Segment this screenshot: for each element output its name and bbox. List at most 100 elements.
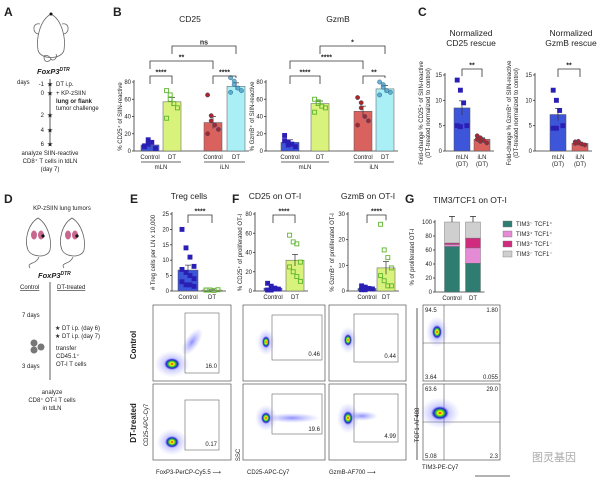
timeline-day: 4 [41, 128, 45, 134]
data-point [287, 232, 293, 238]
chart-g: TIM3/TCF1 on OT-I % of proliferated OT-I 0… [410, 195, 507, 302]
bar [310, 103, 330, 152]
data-point [187, 273, 193, 279]
x-tick-label: (DT) [574, 162, 586, 168]
data-point [167, 96, 173, 102]
x-tick-label: Control [178, 295, 197, 301]
significance-bracket [557, 68, 581, 77]
data-point [461, 100, 467, 106]
mouse-pair-illustration [26, 217, 85, 269]
data-point [179, 279, 185, 285]
significance-label: **** [195, 209, 206, 216]
gate [271, 393, 323, 435]
group-label: iLN [220, 165, 229, 171]
y-tick-label: 20 [425, 276, 432, 282]
legend-label: TIM3⁺ TCF1⁺ [516, 231, 553, 238]
row-label-dt-treated: DT-treated [129, 403, 138, 443]
analyze-d-2: CD8⁺ OT-I T cells [28, 397, 75, 404]
legend-label: TIM3⁻ TCF1⁺ [516, 221, 553, 228]
legend-swatch [502, 230, 513, 238]
chart-title: GzmB on OT-I [341, 191, 395, 201]
significance-label: **** [371, 209, 382, 216]
data-point [228, 75, 234, 81]
data-point [183, 270, 189, 275]
y-tick-label: 40 [256, 115, 263, 121]
y-tick-label: 80 [245, 212, 252, 218]
genotype-name: FoxP3 [38, 271, 61, 280]
significance-bracket [171, 45, 237, 54]
group-label: mLN [155, 165, 168, 171]
panel-label-a: A [4, 5, 13, 19]
plot-frame [328, 304, 407, 382]
data-point [553, 97, 559, 103]
data-point [238, 88, 244, 94]
x-tick-label: DT [316, 155, 324, 161]
data-point [179, 226, 185, 232]
y-tick-label: 0 [249, 289, 253, 295]
y-tick-label: 0 [439, 149, 443, 155]
y-tick-label: 40 [245, 251, 252, 257]
data-point [582, 142, 588, 148]
transfer-text-2: CD45.1⁺ [56, 353, 80, 360]
data-point [454, 77, 460, 83]
dt-day6: ★ DT i.p. (day 6) [55, 325, 100, 332]
analyze-text-3: (day 7) [41, 167, 60, 173]
quadrant-value: 29.0 [486, 387, 498, 393]
significance-bracket [366, 214, 387, 223]
x-tick-label: Control [263, 295, 282, 301]
legend: TIM3⁻ TCF1⁺ TIM3⁺ TCF1⁺ TIM3⁺ TCF1⁻ TIM3⁻ T… [502, 220, 553, 258]
chart-title: TIM3/TCF1 on OT-I [433, 195, 507, 205]
data-point [142, 143, 148, 149]
significance-bracket [461, 68, 483, 77]
x-tick-label: DT [381, 155, 389, 161]
y-tick-label: 60 [425, 248, 432, 254]
density-blob [165, 436, 179, 448]
y-tick-label: 25 [162, 212, 169, 218]
y-tick-label: 5 [166, 274, 170, 280]
y-tick-label: 80 [425, 234, 432, 240]
star-icon: ★ [47, 127, 53, 135]
panel-d-title: KP-zSIIN lung tumors [33, 206, 91, 212]
group-label: iLN [369, 165, 378, 171]
y-axis-label: % GzmB⁺ of SIIN-reactive [249, 81, 256, 152]
dt-day7: ★ DT i.p. (day 7) [55, 333, 100, 340]
x-tick-label: DT [232, 155, 240, 161]
data-point [312, 96, 318, 102]
x-tick-label: (DT) [456, 162, 468, 168]
genotype-label-a: FoxP3DTR [37, 67, 70, 76]
data-point [322, 105, 328, 111]
data-point [366, 285, 372, 291]
genotype-name: FoxP3 [37, 67, 60, 76]
gate-frequency: 16.0 [205, 364, 217, 370]
flow-e-dt: 0.17 [152, 383, 232, 461]
data-point [290, 269, 296, 275]
star-icon: ★ [47, 81, 53, 89]
data-point [294, 241, 300, 247]
genotype-label-d: FoxP3DTR [38, 271, 71, 280]
data-point [287, 264, 293, 270]
x-tick-label: DT [382, 295, 390, 301]
gate-frequency: 0.46 [308, 352, 320, 358]
legend-swatch [502, 240, 513, 248]
chart-f1: CD25 on OT-I % CD25⁺ of proliferated OT-I… [237, 191, 308, 301]
data-point [560, 123, 566, 129]
data-point [215, 127, 221, 132]
y-tick-label: 60 [256, 97, 263, 103]
data-point [179, 266, 185, 272]
x-axis-label: FoxP3-PerCP-Cy5.5 ⟶ [156, 470, 221, 476]
data-point [207, 287, 213, 293]
stacked-segment [465, 237, 481, 249]
x-tick-label: Control [280, 155, 299, 161]
x-tick-label: mLN [456, 155, 469, 161]
x-tick-label: iLN [477, 155, 486, 161]
timeline-event: DT i.p. [56, 82, 74, 88]
legend-label: TIM3⁻ TCF1⁻ [516, 252, 553, 258]
gate [353, 393, 399, 443]
stacked-segment [465, 221, 481, 239]
gate [271, 314, 323, 361]
data-point [358, 100, 364, 106]
y-tick-label: 0 [260, 149, 264, 155]
density-blob [432, 325, 442, 339]
panel-label-b: B [113, 5, 122, 19]
